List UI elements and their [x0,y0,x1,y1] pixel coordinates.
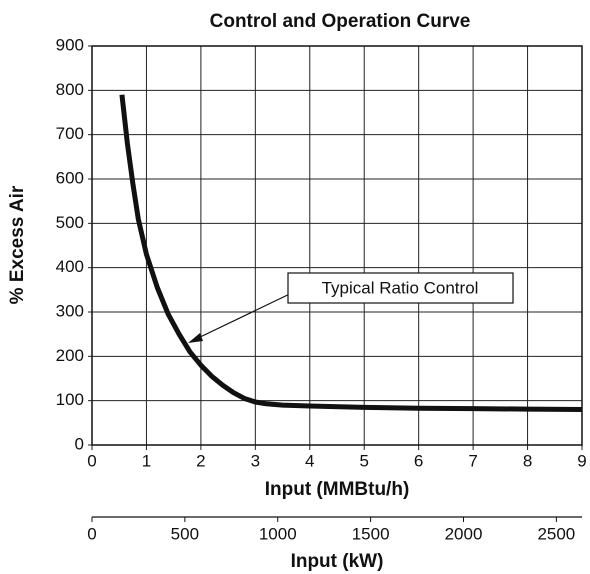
chart-title: Control and Operation Curve [210,11,471,32]
y-tick-label: 100 [56,390,84,409]
x2-tick-label: 2000 [445,524,483,543]
x-tick-label: 3 [251,451,260,470]
y-tick-label: 500 [56,213,84,232]
x2-tick-label: 500 [171,524,199,543]
plot-border [91,45,583,446]
data-line [119,94,583,413]
x2-tick-label: 1500 [352,524,390,543]
x2-tick-label: 0 [87,524,96,543]
annotation: Typical Ratio Control [188,272,514,343]
y-tick-label: 0 [75,434,84,453]
x-tick-label: 1 [142,451,151,470]
x-tick-label: 6 [414,451,423,470]
x-tick-label: 4 [305,451,314,470]
x2-tick-label: 2500 [537,524,575,543]
arrow-head [188,333,203,343]
annotation-box [287,272,514,304]
y-axis-label: % Excess Air [7,185,28,304]
x2-axis-label: Input (kW) [291,551,384,572]
y-tick-label: 200 [56,346,84,365]
x-tick-label: 5 [359,451,368,470]
x2-tick-label: 1000 [259,524,297,543]
x-tick-label: 2 [196,451,205,470]
x-tick-label: 8 [523,451,532,470]
x-axis-label: Input (MMBtu/h) [265,479,410,500]
y-tick-label: 800 [56,80,84,99]
plot-area: 0 100 200 300 400 500 600 700 800 900 0 1 2 3 4 5 6 7 8 9 0 5… [56,35,587,543]
y-tick-label: 400 [56,257,84,276]
x-tick-label: 0 [87,451,96,470]
annotation-arrow [195,289,299,340]
y-tick-label: 300 [56,301,84,320]
y-tick-label: 700 [56,124,84,143]
annotation-text: Typical Ratio Control [322,278,479,297]
y-tick-label: 600 [56,168,84,187]
x-tick-label: 7 [468,451,477,470]
x-tick-label: 9 [577,451,586,470]
y-tick-label: 900 [56,35,84,54]
